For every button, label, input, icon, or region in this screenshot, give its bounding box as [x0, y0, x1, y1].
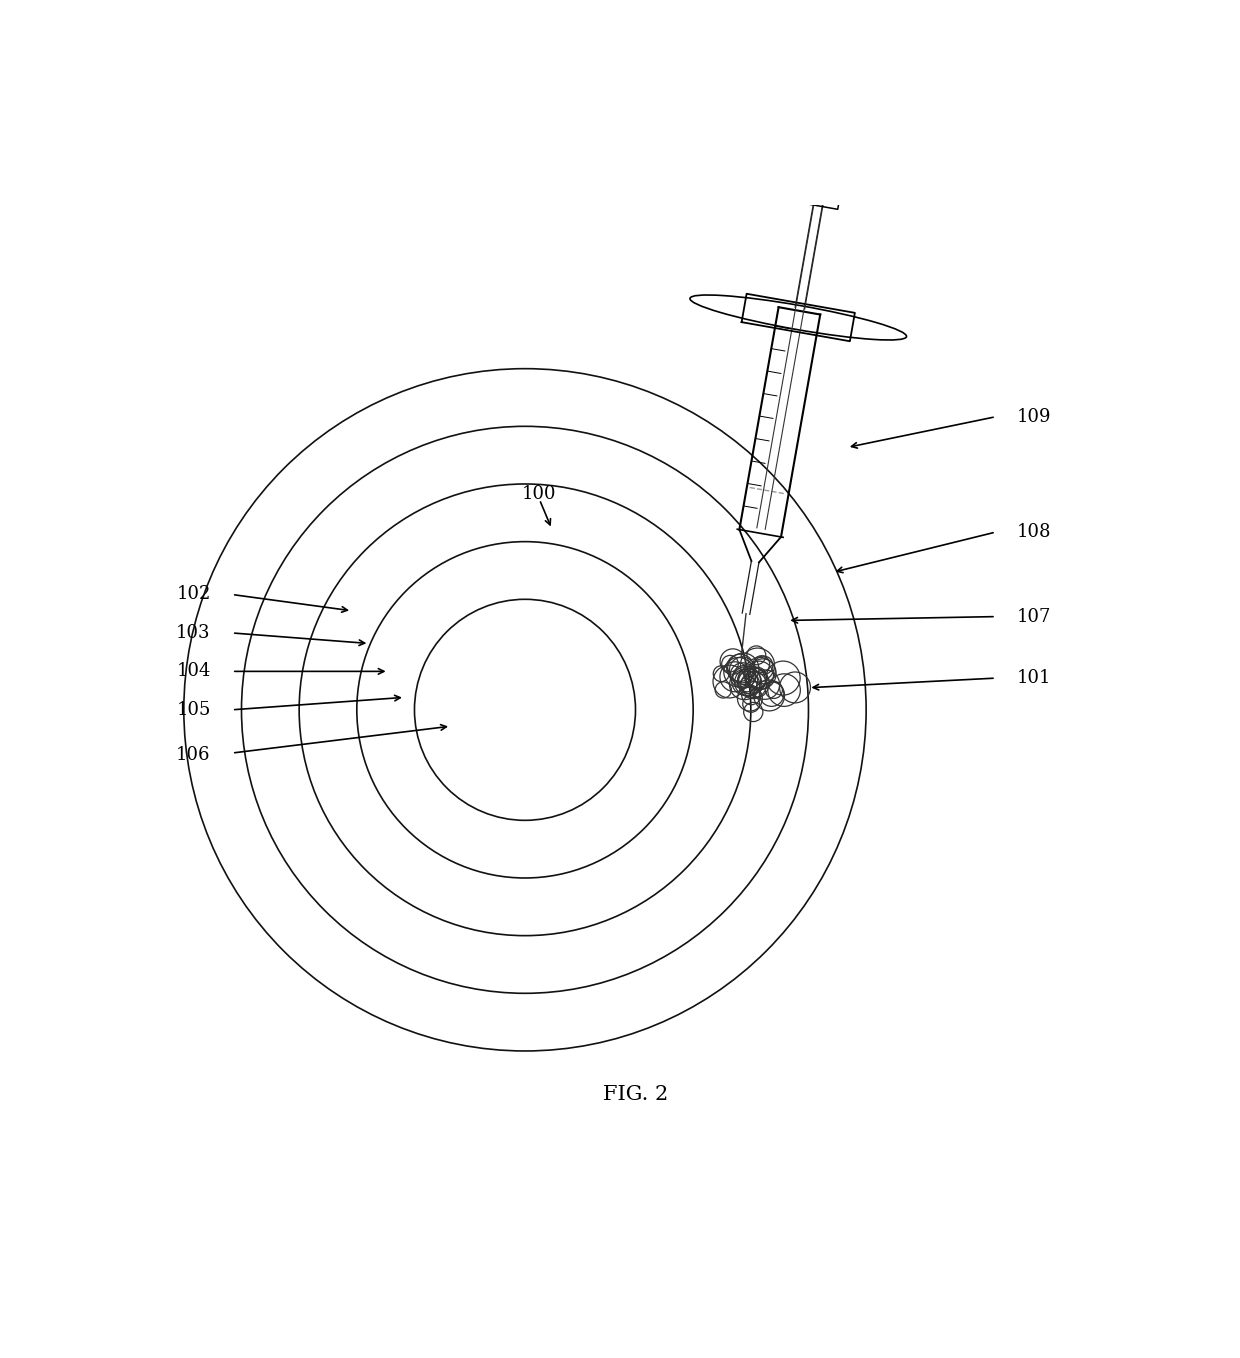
Text: 100: 100: [522, 485, 557, 502]
Text: 104: 104: [176, 663, 211, 680]
Text: 103: 103: [176, 623, 211, 642]
Text: 107: 107: [1017, 607, 1052, 626]
Text: FIG. 2: FIG. 2: [603, 1085, 668, 1104]
Text: 106: 106: [176, 746, 211, 765]
Text: 105: 105: [176, 701, 211, 718]
Text: 102: 102: [176, 585, 211, 603]
Text: 109: 109: [1017, 407, 1052, 425]
Text: 101: 101: [1017, 669, 1052, 687]
Text: 108: 108: [1017, 523, 1052, 540]
